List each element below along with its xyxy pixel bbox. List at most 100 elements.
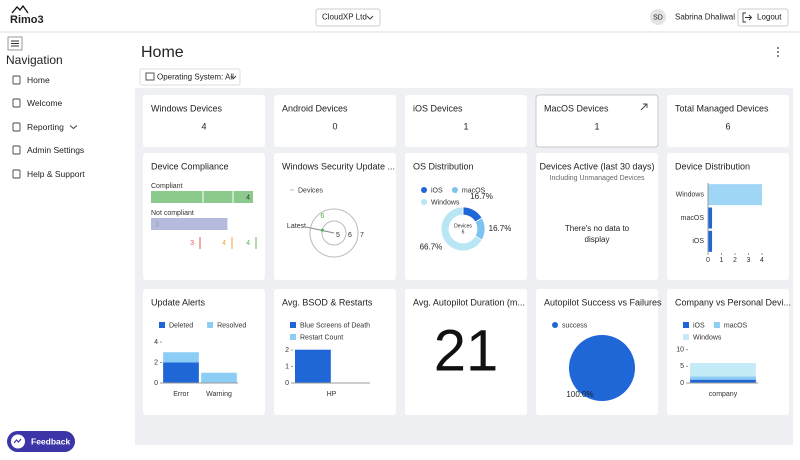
- x-tick-label: 2: [733, 257, 737, 264]
- avatar[interactable]: [650, 9, 666, 25]
- slice-label: 66.7%: [420, 243, 443, 252]
- pie-slice: [569, 335, 635, 401]
- stat-value: 1: [594, 121, 599, 131]
- legend-label: Restart Count: [300, 334, 343, 341]
- security-card: Windows Security Update ... Devices 5 6 7 Lat…: [274, 153, 396, 280]
- nav-title: Navigation: [6, 53, 63, 67]
- legend-swatch: [207, 322, 214, 328]
- feedback-button[interactable]: [7, 431, 75, 452]
- legend-label: macOS: [724, 322, 748, 329]
- card-title: Devices Active (last 30 days): [539, 161, 654, 171]
- empty-message: There's no data to display: [564, 224, 630, 244]
- radar-point: [320, 228, 324, 232]
- legend-swatch: [713, 322, 720, 328]
- slice-label: 16.7%: [470, 192, 493, 201]
- card: [405, 153, 527, 280]
- nav-label: Admin Settings: [27, 145, 84, 155]
- card: [274, 95, 396, 147]
- card-title: Android Devices: [282, 103, 348, 113]
- x-tick-label: 1: [720, 257, 724, 264]
- stat-value: 6: [725, 121, 730, 131]
- card-title: Device Distribution: [675, 161, 750, 171]
- nav-item[interactable]: Home: [12, 75, 50, 85]
- autopilot-card: Autopilot Success vs Failures success 100.…: [536, 289, 662, 415]
- donut-slice: [440, 206, 483, 252]
- tenant-name: CloudXP Ltd: [322, 13, 367, 22]
- legend-swatch: [683, 334, 689, 340]
- center-value: 6: [462, 229, 465, 235]
- kebab-dot: [777, 47, 779, 49]
- nav-label: Help & Support: [27, 169, 85, 179]
- x-tick-label: HP: [327, 391, 337, 398]
- card-title: OS Distribution: [413, 161, 474, 171]
- x-tick-label: company: [709, 391, 738, 398]
- logo-icon: [11, 4, 29, 14]
- legend-label: success: [562, 322, 588, 329]
- bsod-card: Avg. BSOD & Restarts Blue Screens of Deat…: [274, 289, 396, 415]
- filter-select[interactable]: [139, 68, 241, 86]
- filter-label: Operating System: All: [157, 73, 234, 82]
- y-tick-label: 10: [676, 347, 684, 354]
- legend-swatch: [421, 187, 427, 193]
- card-title: Autopilot Success vs Failures: [544, 297, 662, 307]
- stat-card: Total Managed Devices 6: [667, 95, 789, 147]
- bar: [690, 363, 756, 377]
- threshold-label: 3: [190, 240, 194, 247]
- x-tick-label: 0: [706, 257, 710, 264]
- card-title: Device Compliance: [151, 161, 229, 171]
- stat-value: 4: [201, 121, 206, 131]
- y-tick-label: 5: [680, 363, 684, 370]
- bar: [690, 379, 756, 383]
- stat-card: Android Devices 0: [274, 95, 396, 147]
- card: [274, 153, 396, 280]
- stat-value: 1: [463, 121, 468, 131]
- legend-swatch: [421, 199, 427, 205]
- card: [405, 289, 527, 415]
- x-tick-label: Warning: [206, 391, 232, 398]
- x-tick-label: 4: [760, 257, 764, 264]
- logo: Rimo3: [10, 14, 44, 26]
- card-title: Windows Devices: [151, 103, 223, 113]
- card: [667, 95, 789, 147]
- logout-label: Logout: [757, 13, 782, 22]
- active-card: Including Unmanaged Devices Devices Activ…: [536, 153, 658, 280]
- nav-item[interactable]: Admin Settings: [12, 145, 84, 155]
- grid-circle: [321, 220, 347, 246]
- bar: [201, 372, 237, 383]
- card-title: Update Alerts: [151, 297, 206, 307]
- nav-icon: [12, 122, 21, 132]
- card-subtitle: Including Unmanaged Devices: [550, 175, 645, 182]
- bar: [708, 184, 762, 206]
- nav-label: Welcome: [27, 98, 63, 108]
- nav-item[interactable]: Reporting: [12, 122, 78, 132]
- card: [535, 94, 659, 148]
- y-tick-label: iOS: [692, 238, 704, 245]
- nav-item[interactable]: Help & Support: [12, 169, 85, 179]
- legend-label: Blue Screens of Death: [300, 322, 370, 329]
- center-label: Devices: [454, 223, 472, 229]
- compliance-card: Device Compliance Compliant 4 Not compliant…: [143, 153, 265, 280]
- logout-button[interactable]: [737, 8, 789, 27]
- feedback-icon-mark: [13, 438, 22, 444]
- filter-icon: [145, 72, 155, 81]
- nav-item[interactable]: Welcome: [12, 98, 63, 108]
- company-card: Company vs Personal Devi... iOS macOSWindo…: [667, 289, 791, 415]
- tenant-select[interactable]: [315, 8, 381, 27]
- card-title: Windows Security Update ...: [282, 161, 395, 171]
- bar-value: 4: [246, 194, 250, 201]
- header: [0, 0, 800, 32]
- y-tick-label: 0: [154, 380, 158, 387]
- r-tick-label: 7: [360, 232, 364, 239]
- card: [405, 95, 527, 147]
- legend-label: Devices: [298, 187, 323, 194]
- stat-card: Windows Devices 4: [143, 95, 265, 147]
- legend-label: Windows: [431, 199, 460, 206]
- nav-icon: [12, 75, 21, 85]
- y-tick-label: 0: [285, 380, 289, 387]
- hamburger-icon: [11, 40, 19, 47]
- kebab-dot: [777, 55, 779, 57]
- y-tick-label: macOS: [681, 215, 705, 222]
- threshold-label: 4: [246, 240, 250, 247]
- slice-label: 16.7%: [489, 224, 512, 233]
